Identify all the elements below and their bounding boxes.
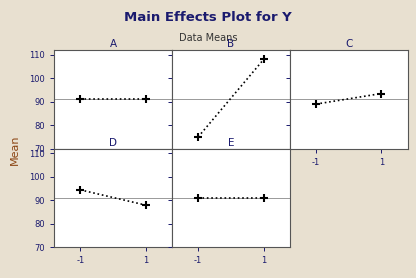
Title: B: B: [227, 39, 235, 49]
Text: Data Means: Data Means: [179, 33, 237, 43]
Text: Main Effects Plot for Y: Main Effects Plot for Y: [124, 11, 292, 24]
Title: E: E: [228, 138, 234, 148]
Text: Mean: Mean: [10, 135, 20, 165]
Title: C: C: [345, 39, 352, 49]
Title: D: D: [109, 138, 117, 148]
Title: A: A: [109, 39, 116, 49]
